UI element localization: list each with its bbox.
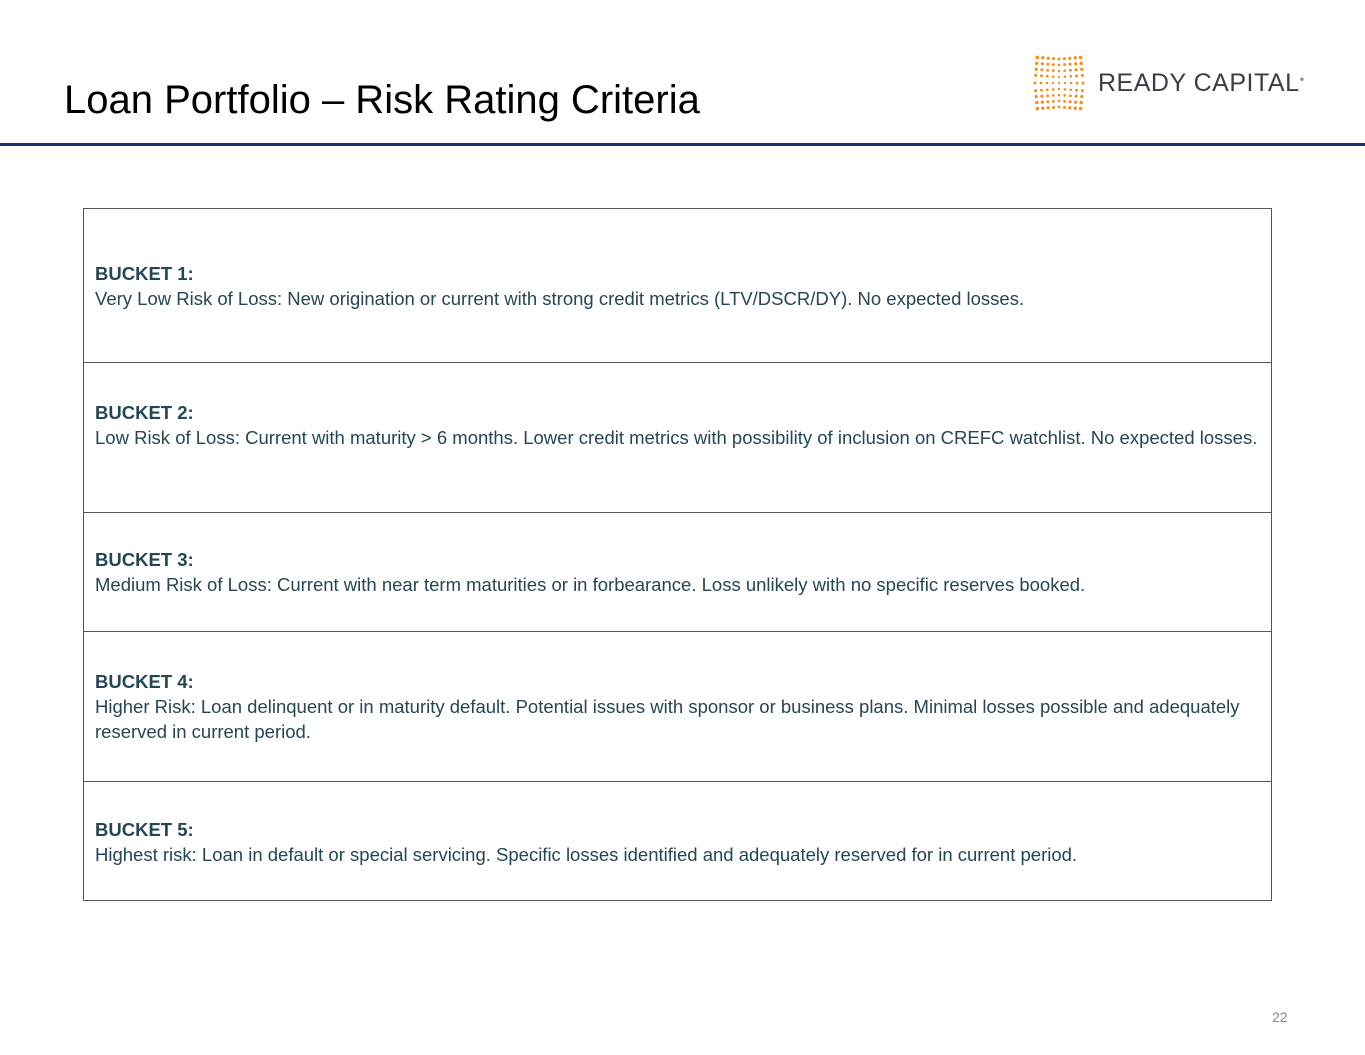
logo-dot-grid-icon (1033, 55, 1085, 111)
bucket-row-5: BUCKET 5: Highest risk: Loan in default o… (84, 781, 1271, 900)
page-number: 22 (1272, 1009, 1288, 1025)
bucket-row-3: BUCKET 3: Medium Risk of Loss: Current wi… (84, 512, 1271, 631)
bucket-description: Highest risk: Loan in default or special… (95, 844, 1078, 865)
bucket-label: BUCKET 1: (95, 263, 194, 284)
bucket-description: Medium Risk of Loss: Current with near t… (95, 574, 1086, 595)
bucket-row-4: BUCKET 4: Higher Risk: Loan delinquent or… (84, 631, 1271, 781)
bucket-label: BUCKET 4: (95, 671, 194, 692)
bucket-label: BUCKET 5: (95, 819, 194, 840)
page-title: Loan Portfolio – Risk Rating Criteria (64, 78, 700, 122)
bucket-description: Low Risk of Loss: Current with maturity … (95, 427, 1258, 448)
risk-bucket-table: BUCKET 1: Very Low Risk of Loss: New orig… (83, 208, 1272, 901)
ready-capital-logo: READY CAPITAL● (1030, 55, 1305, 111)
bucket-description: Higher Risk: Loan delinquent or in matur… (95, 696, 1240, 742)
bucket-description: Very Low Risk of Loss: New origination o… (95, 288, 1025, 309)
bucket-row-2: BUCKET 2: Low Risk of Loss: Current with … (84, 362, 1271, 512)
bucket-row-1: BUCKET 1: Very Low Risk of Loss: New orig… (84, 209, 1271, 362)
bucket-label: BUCKET 2: (95, 402, 194, 423)
header-rule (0, 143, 1365, 146)
bucket-label: BUCKET 3: (95, 549, 194, 570)
logo-text: READY CAPITAL● (1098, 68, 1305, 97)
